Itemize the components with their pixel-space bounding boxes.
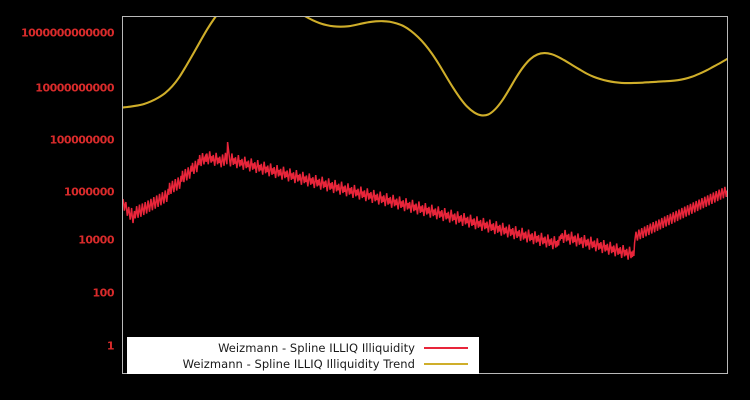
series-line-illiquidity [123,141,727,260]
y-tick-label: 10000 [78,233,114,247]
legend-entry-illiquidity[interactable]: Weizmann - Spline ILLIQ Illiquidity [128,340,472,356]
legend-label-illiquidity: Weizmann - Spline ILLIQ Illiquidity [218,340,415,355]
y-tick-label: 1000000 [63,185,115,199]
plot-area [122,16,728,374]
plot-svg [123,17,727,260]
legend-label-trend: Weizmann - Spline ILLIQ Illiquidity Tren… [182,356,415,371]
y-tick-label: 1000000000000 [21,26,115,40]
y-tick-label: 100000000 [49,133,115,147]
chart-legend: Weizmann - Spline ILLIQ Illiquidity Weiz… [127,337,479,374]
legend-swatch-trend [424,362,468,365]
series-line-trend [123,17,727,117]
y-axis: 1000000000000 10000000000 100000000 1000000… [0,16,118,374]
y-tick-label: 100 [92,286,115,300]
y-tick-label: 1 [106,339,115,353]
legend-swatch-illiquidity [424,346,468,349]
legend-entry-trend[interactable]: Weizmann - Spline ILLIQ Illiquidity Tren… [128,356,472,372]
y-tick-label: 10000000000 [35,81,114,95]
